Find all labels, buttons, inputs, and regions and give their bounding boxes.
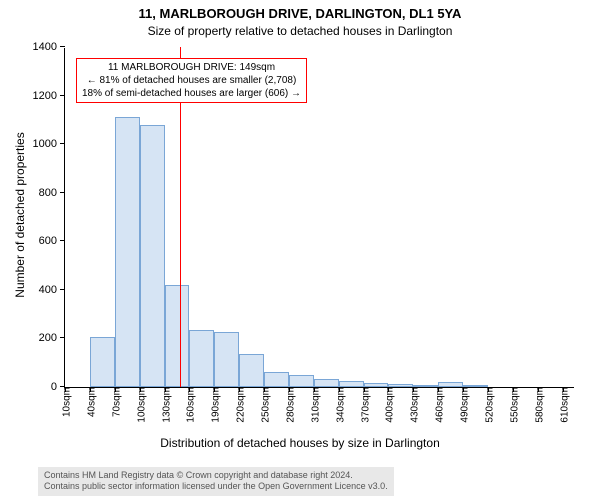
x-tick-label: 370sqm: [356, 387, 371, 423]
histogram-bar: [165, 285, 190, 387]
x-tick-label: 70sqm: [107, 387, 122, 417]
x-tick-label: 250sqm: [257, 387, 272, 423]
footer-line-2: Contains public sector information licen…: [44, 481, 388, 493]
histogram-bar: [239, 354, 264, 387]
x-tick-label: 190sqm: [207, 387, 222, 423]
x-tick-label: 550sqm: [505, 387, 520, 423]
histogram-bar: [388, 384, 413, 387]
y-tick-label: 600: [39, 235, 65, 247]
histogram-bar: [463, 385, 488, 387]
footer-line-1: Contains HM Land Registry data © Crown c…: [44, 470, 388, 482]
y-tick-label: 1000: [33, 138, 65, 150]
x-tick-label: 610sqm: [555, 387, 570, 423]
x-tick-label: 490sqm: [456, 387, 471, 423]
annotation-line-3: 18% of semi-detached houses are larger (…: [82, 87, 301, 100]
x-tick-label: 280sqm: [281, 387, 296, 423]
x-tick-label: 310sqm: [306, 387, 321, 423]
chart-container: 11, MARLBOROUGH DRIVE, DARLINGTON, DL1 5…: [0, 0, 600, 500]
x-tick-label: 40sqm: [82, 387, 97, 417]
x-tick-label: 520sqm: [480, 387, 495, 423]
histogram-bar: [413, 385, 438, 387]
histogram-bar: [189, 330, 214, 387]
histogram-bar: [289, 375, 314, 387]
x-tick-label: 220sqm: [232, 387, 247, 423]
marker-annotation: 11 MARLBOROUGH DRIVE: 149sqm ← 81% of de…: [76, 58, 307, 103]
histogram-bar: [115, 117, 140, 387]
y-axis-label: Number of detached properties: [13, 115, 27, 315]
x-tick-label: 160sqm: [182, 387, 197, 423]
y-tick-label: 1200: [33, 90, 65, 102]
histogram-bar: [264, 372, 289, 387]
x-tick-label: 430sqm: [406, 387, 421, 423]
y-tick-label: 800: [39, 187, 65, 199]
histogram-bar: [314, 379, 339, 388]
histogram-bar: [339, 381, 364, 387]
x-tick-label: 400sqm: [381, 387, 396, 423]
histogram-bar: [438, 382, 463, 387]
histogram-bar: [140, 125, 165, 387]
y-tick-label: 200: [39, 332, 65, 344]
histogram-bar: [214, 332, 239, 387]
histogram-bar: [90, 337, 115, 387]
x-axis-label: Distribution of detached houses by size …: [0, 436, 600, 450]
x-tick-label: 10sqm: [58, 387, 73, 417]
page-title: 11, MARLBOROUGH DRIVE, DARLINGTON, DL1 5…: [0, 6, 600, 21]
y-tick-label: 400: [39, 284, 65, 296]
x-tick-label: 130sqm: [157, 387, 172, 423]
x-tick-label: 580sqm: [530, 387, 545, 423]
y-tick-label: 1400: [33, 41, 65, 53]
x-tick-label: 100sqm: [132, 387, 147, 423]
footer-attribution: Contains HM Land Registry data © Crown c…: [38, 467, 394, 496]
x-tick-label: 460sqm: [431, 387, 446, 423]
histogram-bar: [364, 383, 389, 387]
annotation-line-2: ← 81% of detached houses are smaller (2,…: [82, 74, 301, 87]
x-tick-label: 340sqm: [331, 387, 346, 423]
annotation-line-1: 11 MARLBOROUGH DRIVE: 149sqm: [82, 61, 301, 74]
page-subtitle: Size of property relative to detached ho…: [0, 24, 600, 38]
